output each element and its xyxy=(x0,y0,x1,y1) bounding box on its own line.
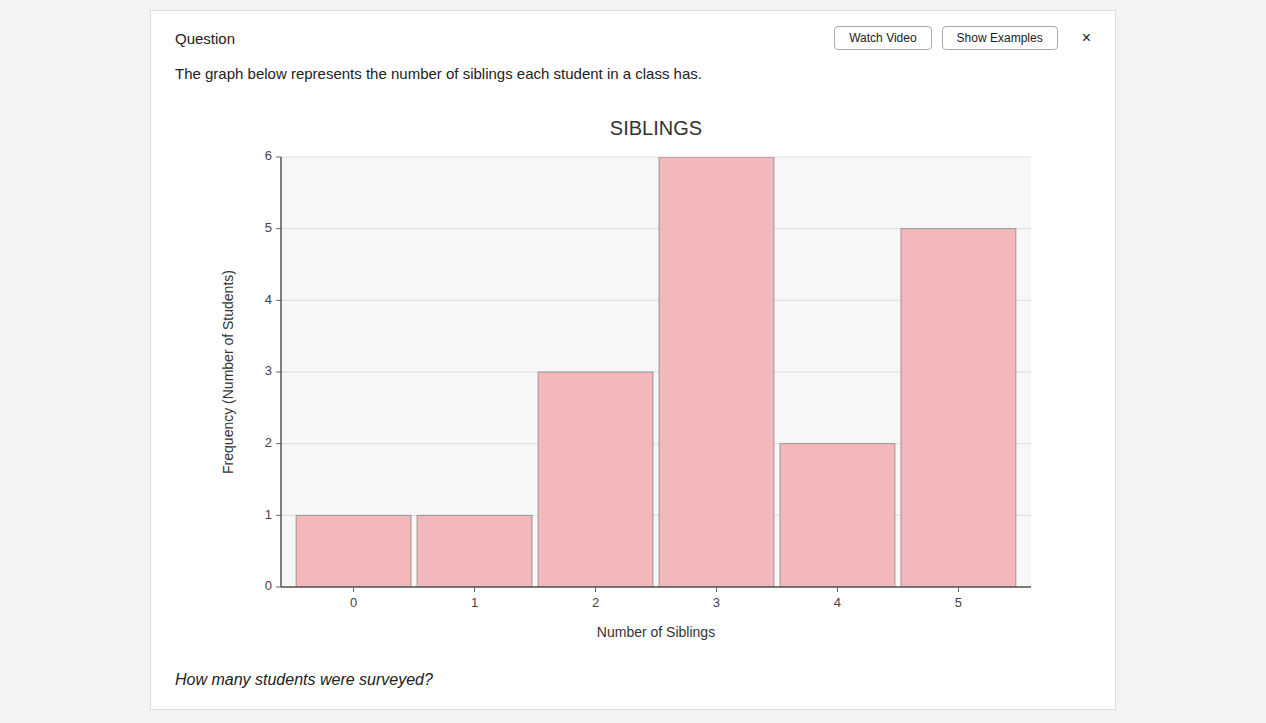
bar xyxy=(901,229,1016,587)
y-tick-label: 5 xyxy=(265,220,272,235)
chart-title: SIBLINGS xyxy=(610,117,702,139)
description: The graph below represents the number of… xyxy=(175,65,702,82)
x-tick-label: 5 xyxy=(955,595,962,610)
close-button[interactable]: × xyxy=(1082,29,1091,47)
x-axis-label: Number of Siblings xyxy=(597,624,715,640)
chart-svg: 0 1 2 3 4 5 6 0 1 2 3 4 5 SIBLINGS Number of Siblings F… xyxy=(191,97,1071,657)
panel: Question Watch Video Show Examples × The gr… xyxy=(150,10,1116,710)
bar xyxy=(296,515,411,587)
plot-background xyxy=(281,157,1031,587)
bar xyxy=(417,515,532,587)
y-tick-label: 0 xyxy=(265,578,272,593)
y-tick-label: 1 xyxy=(265,507,272,522)
y-tick-label: 2 xyxy=(265,435,272,450)
bottom-question: How many students were surveyed? xyxy=(175,671,433,689)
y-axis-label: Frequency (Number of Students) xyxy=(220,270,236,474)
x-tick-label: 4 xyxy=(834,595,841,610)
bar xyxy=(780,444,895,587)
x-tick-label: 0 xyxy=(350,595,357,610)
grid-line xyxy=(281,587,1031,588)
x-tick-label: 1 xyxy=(471,595,478,610)
question-heading: Question xyxy=(175,30,824,47)
grid-line xyxy=(281,157,1031,158)
watch-video-button[interactable]: Watch Video xyxy=(834,26,931,50)
y-tick-label: 3 xyxy=(265,363,272,378)
x-tick-label: 3 xyxy=(713,595,720,610)
bar xyxy=(659,157,774,587)
x-tick-label: 2 xyxy=(592,595,599,610)
bar xyxy=(538,372,653,587)
y-tick-label: 6 xyxy=(265,148,272,163)
top-bar: Question Watch Video Show Examples × xyxy=(175,23,1091,53)
x-axis xyxy=(281,586,1031,588)
bars xyxy=(296,157,1016,587)
y-axis xyxy=(280,157,282,587)
show-examples-button[interactable]: Show Examples xyxy=(942,26,1058,50)
y-tick-label: 4 xyxy=(265,292,272,307)
chart: 0 1 2 3 4 5 6 0 1 2 3 4 5 SIBLINGS Number of Siblings F… xyxy=(191,97,1071,661)
